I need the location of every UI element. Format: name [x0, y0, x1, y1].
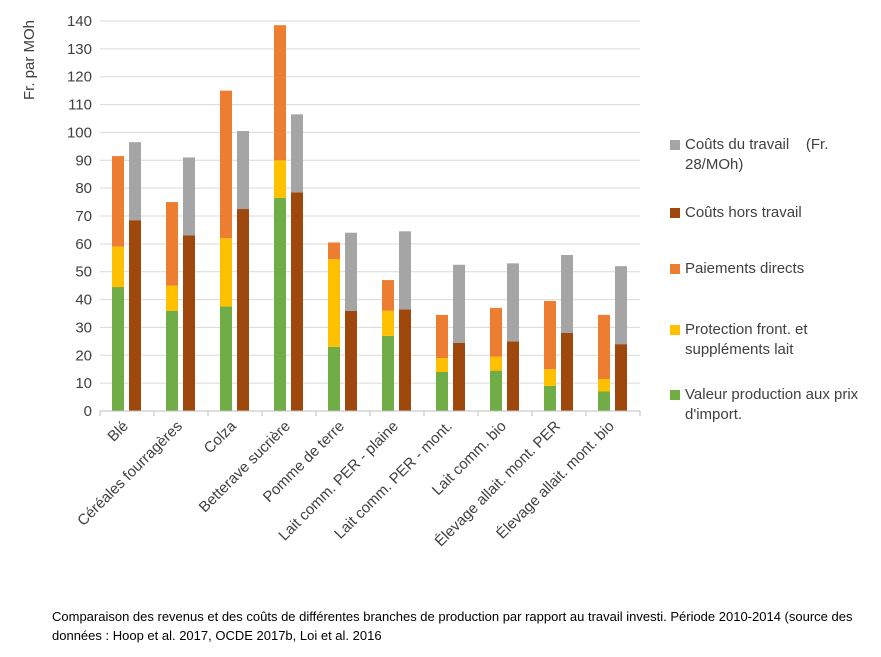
legend-item: Paiements directs — [670, 259, 875, 279]
legend-item: Coûts du travail (Fr. 28/MOh) — [670, 135, 875, 175]
legend-swatch — [670, 208, 680, 218]
bar-segment — [382, 280, 394, 311]
legend-label: Paiements directs — [685, 260, 805, 277]
bar-segment — [436, 314, 448, 359]
legend-swatch — [670, 264, 680, 274]
bar-segment — [598, 314, 610, 379]
bar-segment — [274, 197, 286, 411]
x-category-label: Céréales fourragères — [74, 418, 186, 530]
bar-segment — [453, 264, 465, 343]
bar-segment — [328, 242, 340, 260]
bar-segment — [544, 385, 556, 411]
bar-segment — [561, 333, 573, 411]
legend-item: Protection front. et suppléments lait — [670, 320, 875, 360]
y-axis-label: Fr. par MOh — [21, 20, 38, 100]
bar-segment — [166, 310, 178, 411]
bar-segment — [615, 344, 627, 411]
y-tick-label: 50 — [75, 264, 92, 281]
y-tick-label: 90 — [75, 152, 92, 169]
bar-segment — [436, 358, 448, 372]
bar-segment — [615, 266, 627, 345]
legend-swatch — [670, 325, 680, 335]
y-tick-label: 120 — [67, 69, 92, 86]
y-tick-label: 130 — [67, 41, 92, 58]
bar-segment — [112, 287, 124, 411]
bar-segment — [237, 131, 249, 210]
bar-segment — [453, 342, 465, 411]
y-tick-label: 10 — [75, 375, 92, 392]
bar-segment — [291, 114, 303, 193]
bar-segment — [291, 192, 303, 411]
bar-segment — [237, 209, 249, 411]
y-tick-label: 80 — [75, 180, 92, 197]
bar-segment — [274, 25, 286, 161]
legend-item: Coûts hors travail — [670, 203, 875, 223]
legend-swatch — [670, 390, 680, 400]
bars — [112, 25, 627, 411]
legend-label: Coûts du travail (Fr. 28/MOh) — [685, 136, 833, 173]
y-tick-label: 30 — [75, 319, 92, 336]
y-tick-label: 60 — [75, 236, 92, 253]
bar-segment — [490, 356, 502, 371]
bar-segment — [183, 157, 195, 236]
bar-segment — [382, 335, 394, 411]
bar-segment — [399, 309, 411, 411]
bar-segment — [598, 378, 610, 392]
bar-segment — [598, 391, 610, 411]
x-category-label: Colza — [201, 417, 241, 457]
bar-segment — [129, 142, 141, 221]
legend-label: Coûts hors travail — [685, 204, 802, 221]
bar-segment — [274, 160, 286, 198]
legend-swatch — [670, 140, 680, 150]
y-tick-label: 100 — [67, 124, 92, 141]
bar-segment — [507, 341, 519, 411]
bar-segment — [345, 232, 357, 311]
legend-label: Protection front. et suppléments lait — [685, 321, 812, 358]
bar-segment — [399, 231, 411, 310]
y-tick-label: 110 — [68, 97, 92, 114]
bar-segment — [220, 90, 232, 239]
y-tick-label: 0 — [84, 403, 92, 420]
bar-segment — [490, 307, 502, 357]
figure-caption: Comparaison des revenus et des coûts de … — [52, 609, 853, 643]
x-category-label: Betterave sucrière — [196, 418, 294, 516]
bar-segment — [328, 259, 340, 347]
bar-segment — [220, 306, 232, 411]
bar-segment — [328, 346, 340, 411]
bar-segment — [166, 285, 178, 311]
bar-segment — [544, 300, 556, 370]
y-tick-label: 20 — [75, 347, 92, 364]
legend-label: Valeur production aux prix d'import. — [685, 386, 863, 423]
bar-segment — [220, 238, 232, 307]
bar-segment — [382, 310, 394, 336]
bar-segment — [112, 246, 124, 288]
x-category-label: Blé — [104, 418, 131, 445]
bar-segment — [436, 372, 448, 411]
bar-segment — [561, 255, 573, 333]
y-axis-ticks: 0 10 20 30 40 50 60 70 80 90 100 110 120 130 140 — [67, 13, 92, 420]
y-tick-label: 70 — [75, 208, 92, 225]
bar-segment — [345, 310, 357, 411]
y-tick-label: 40 — [75, 292, 92, 309]
bar-segment — [490, 370, 502, 411]
bar-segment — [166, 202, 178, 286]
bar-segment — [544, 369, 556, 386]
bar-segment — [112, 156, 124, 247]
bar-segment — [129, 220, 141, 411]
gridlines — [100, 20, 640, 384]
y-tick-label: 140 — [67, 13, 92, 30]
bar-segment — [507, 263, 519, 342]
legend-item: Valeur production aux prix d'import. — [670, 385, 875, 425]
bar-segment — [183, 235, 195, 411]
